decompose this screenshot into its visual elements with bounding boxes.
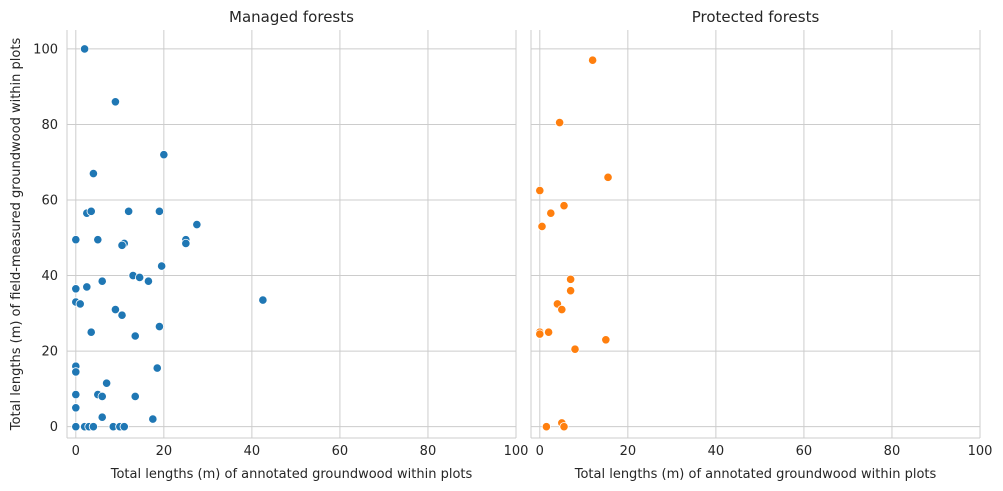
x-tick-label: 100 xyxy=(968,444,993,459)
x-tick-label: 80 xyxy=(420,444,437,459)
data-point xyxy=(71,403,81,413)
data-point xyxy=(97,391,107,402)
panel-protected: 0 20 40 60 80 100 Protected forests Total len… xyxy=(530,8,993,482)
data-point xyxy=(119,422,129,432)
grid-lines xyxy=(531,30,981,438)
data-point xyxy=(97,276,107,286)
data-point xyxy=(159,150,169,160)
data-point xyxy=(557,304,567,315)
data-point xyxy=(86,206,96,216)
data-point xyxy=(555,117,565,128)
data-point xyxy=(566,274,576,284)
data-point xyxy=(546,208,556,218)
x-tick-label: 60 xyxy=(332,444,349,459)
chart-title: Protected forests xyxy=(692,8,820,26)
data-point xyxy=(130,391,140,402)
data-point xyxy=(135,272,145,283)
x-tick-label: 0 xyxy=(72,444,80,459)
data-point xyxy=(117,310,127,320)
data-point xyxy=(535,329,545,339)
x-axis-label: Total lengths (m) of annotated groundwoo… xyxy=(574,467,937,482)
data-point xyxy=(559,422,569,432)
y-tick-label: 100 xyxy=(33,42,58,57)
x-tick-label: 80 xyxy=(884,444,901,459)
data-point xyxy=(544,327,554,337)
y-axis-label: Total lengths (m) of field-measured grou… xyxy=(9,38,24,432)
data-point xyxy=(82,282,92,292)
chart-title: Managed forests xyxy=(229,8,354,26)
data-point xyxy=(570,344,580,354)
data-point xyxy=(88,422,99,432)
panel-managed: 0 20 40 60 80 100 0 20 40 60 80 100 Managed forest… xyxy=(9,8,528,482)
data-point xyxy=(102,378,112,388)
data-point xyxy=(601,335,611,345)
x-tick-label: 40 xyxy=(708,444,725,459)
data-point xyxy=(75,299,85,309)
data-point xyxy=(535,185,545,196)
data-points xyxy=(71,44,268,432)
data-point xyxy=(148,414,158,424)
data-point xyxy=(541,422,552,432)
data-point xyxy=(88,168,99,179)
data-point xyxy=(258,295,268,305)
x-tick-label: 100 xyxy=(504,444,529,459)
data-point xyxy=(93,235,103,245)
data-point xyxy=(154,321,165,332)
y-tick-label: 40 xyxy=(41,269,58,284)
data-points xyxy=(535,55,613,432)
data-point xyxy=(152,363,162,373)
data-point xyxy=(124,206,134,216)
x-tick-label: 0 xyxy=(536,444,544,459)
data-point xyxy=(110,304,121,315)
grid-lines xyxy=(67,30,517,438)
y-tick-label: 60 xyxy=(41,194,58,209)
data-point xyxy=(97,412,107,422)
data-point xyxy=(80,44,90,54)
data-point xyxy=(537,221,547,232)
data-point xyxy=(143,276,154,286)
data-point xyxy=(71,422,81,432)
data-point xyxy=(192,219,202,230)
data-point xyxy=(130,331,140,341)
y-tick-label: 0 xyxy=(50,420,58,435)
x-tick-labels: 0 20 40 60 80 100 xyxy=(72,444,529,459)
x-axis-label: Total lengths (m) of annotated groundwoo… xyxy=(110,467,473,482)
data-point xyxy=(71,389,81,400)
data-point xyxy=(117,240,127,250)
data-point xyxy=(588,55,598,65)
data-point xyxy=(71,367,81,377)
data-point xyxy=(603,172,613,182)
data-point xyxy=(86,327,96,337)
data-point xyxy=(157,261,167,271)
x-tick-label: 20 xyxy=(156,444,173,459)
data-point xyxy=(110,97,121,107)
data-point xyxy=(71,235,81,245)
x-tick-label: 40 xyxy=(244,444,261,459)
x-tick-label: 20 xyxy=(620,444,637,459)
data-point xyxy=(566,286,576,296)
x-tick-labels: 0 20 40 60 80 100 xyxy=(536,444,993,459)
data-point xyxy=(71,284,81,294)
data-point xyxy=(181,238,191,249)
y-tick-labels: 0 20 40 60 80 100 xyxy=(33,42,58,435)
data-point xyxy=(559,201,569,211)
data-point xyxy=(154,206,165,216)
y-tick-label: 80 xyxy=(41,118,58,133)
y-tick-label: 20 xyxy=(41,345,58,360)
x-tick-label: 60 xyxy=(796,444,813,459)
